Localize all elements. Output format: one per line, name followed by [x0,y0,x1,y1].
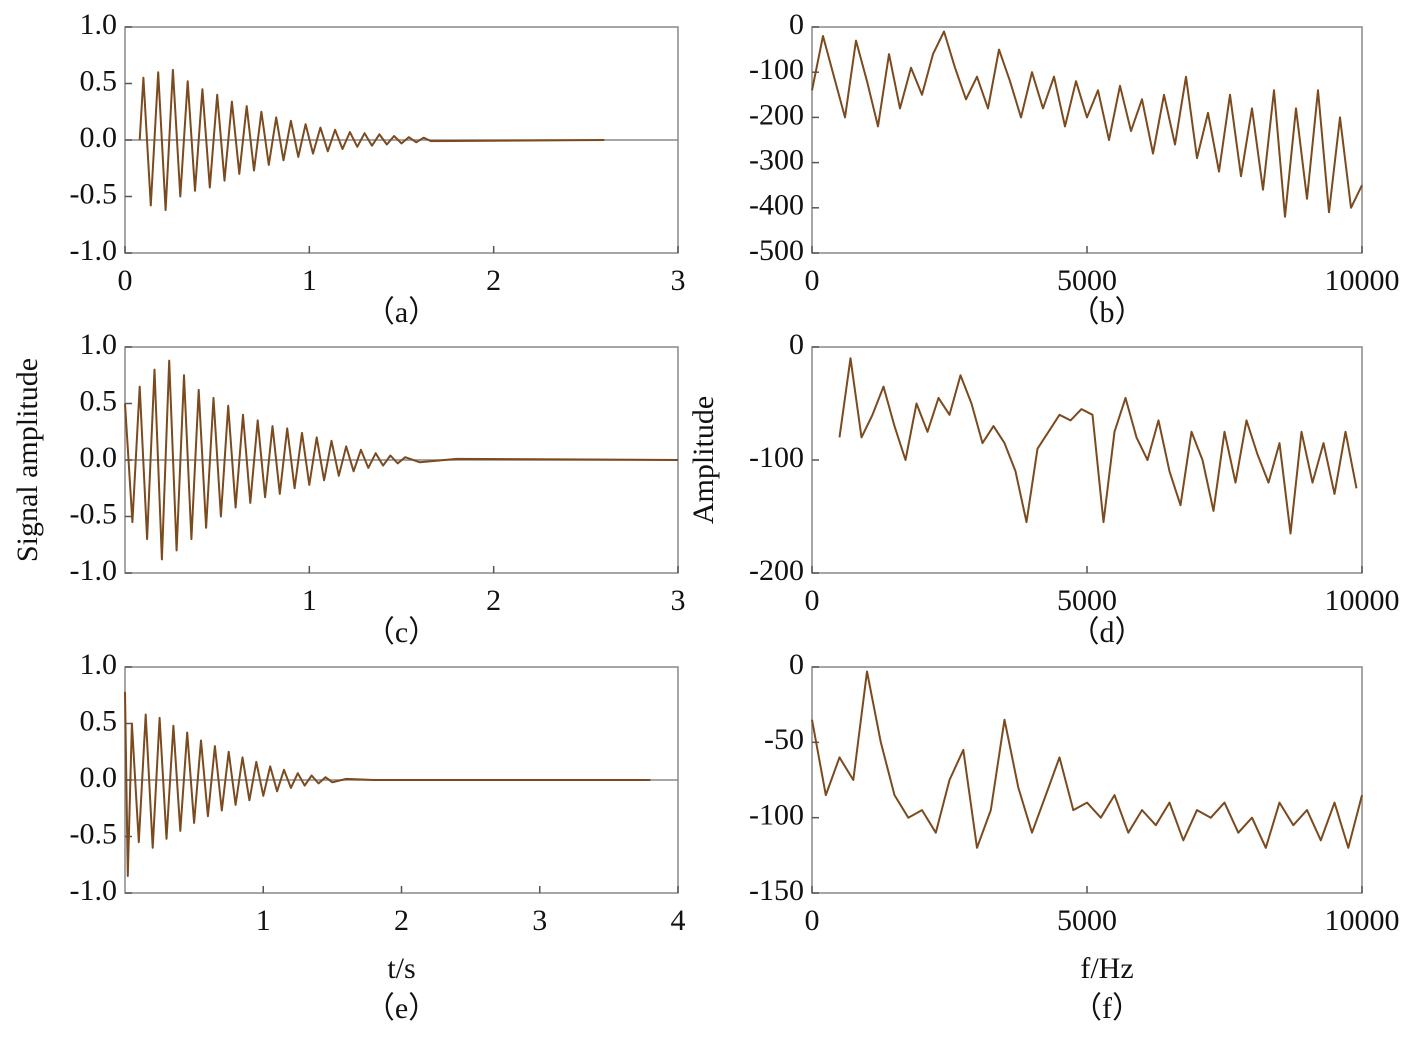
y-tick-label: 0 [789,328,804,361]
y-tick-label: 1.0 [80,8,118,41]
plot-frame [811,346,1363,574]
x-tick-label: 2 [394,904,409,937]
plot-frame [811,26,1363,254]
x-tick-label: 0 [118,264,133,297]
x-tick-label: 5000 [1057,584,1117,617]
x-tick-label: 0 [805,584,820,617]
data-line [124,691,651,877]
y-tick-label: -0.5 [70,177,118,210]
y-tick-label: 0.5 [80,384,118,417]
y-tick-label: 0.0 [80,441,118,474]
x-tick-label: 3 [532,904,547,937]
y-tick-label: -300 [749,143,804,176]
x-tick-label: 10000 [1325,584,1400,617]
y-tick-label: -100 [749,441,804,474]
data-line [811,670,1363,849]
x-tick-label: 10000 [1325,904,1400,937]
panel-caption: （b） [1070,296,1145,329]
x-tick-label: 0 [805,904,820,937]
y-tick-label: 0.0 [80,121,118,154]
y-tick-label: -150 [749,874,804,907]
y-axis-label: Amplitude [687,396,720,524]
x-tick-label: 5000 [1057,264,1117,297]
panel-caption: （c） [365,616,438,649]
x-tick-label: 0 [805,264,820,297]
x-tick-label: 3 [671,264,686,297]
y-tick-label: -1.0 [70,234,118,267]
y-tick-label: 0.5 [80,704,118,737]
panel-caption: （d） [1070,616,1145,649]
x-tick-label: 10000 [1325,264,1400,297]
x-axis-label: t/s [387,952,415,985]
x-tick-label: 3 [671,584,686,617]
y-tick-label: 0 [789,8,804,41]
y-tick-label: -500 [749,234,804,267]
panel: 1.0 0.5 0.0 -0.5 -1.0 1 2 3 （c） Signal amplitude [11,328,686,649]
y-tick-label: -100 [749,799,804,832]
data-line [811,30,1363,218]
panel-caption: （a） [365,296,438,329]
y-tick-label: 1.0 [80,648,118,681]
x-tick-label: 1 [256,904,271,937]
x-tick-label: 4 [671,904,686,937]
y-tick-label: 0 [789,648,804,681]
data-line [124,359,679,561]
y-tick-label: 0.5 [80,64,118,97]
y-tick-label: 1.0 [80,328,118,361]
plot-frame [811,666,1363,894]
y-axis-label: Signal amplitude [11,358,44,562]
x-tick-label: 2 [486,264,501,297]
y-tick-label: -200 [749,554,804,587]
x-tick-label: 1 [302,584,317,617]
panel-caption: （f） [1072,992,1142,1025]
y-tick-label: -1.0 [70,554,118,587]
y-tick-label: 0.0 [80,761,118,794]
y-tick-label: -100 [749,53,804,86]
data-line [138,68,605,212]
y-tick-label: -1.0 [70,874,118,907]
x-tick-label: 1 [302,264,317,297]
y-tick-label: -400 [749,189,804,222]
y-tick-label: -50 [764,723,804,756]
x-tick-label: 2 [486,584,501,617]
panel: 1.0 0.5 0.0 -0.5 -1.00 1 2 3 （a） [70,8,686,329]
data-line [838,357,1358,535]
panel-caption: （e） [365,992,438,1025]
y-tick-label: -0.5 [70,497,118,530]
x-tick-label: 5000 [1057,904,1117,937]
y-tick-label: -0.5 [70,817,118,850]
panel: 1.0 0.5 0.0 -0.5 -1.0 1 2 3 4 （e） t/s [70,648,686,1025]
x-axis-label: f/Hz [1080,952,1133,985]
panel: 0-100-200-300-400-5000 5000 10000（b） [749,8,1400,329]
y-tick-label: -200 [749,98,804,131]
